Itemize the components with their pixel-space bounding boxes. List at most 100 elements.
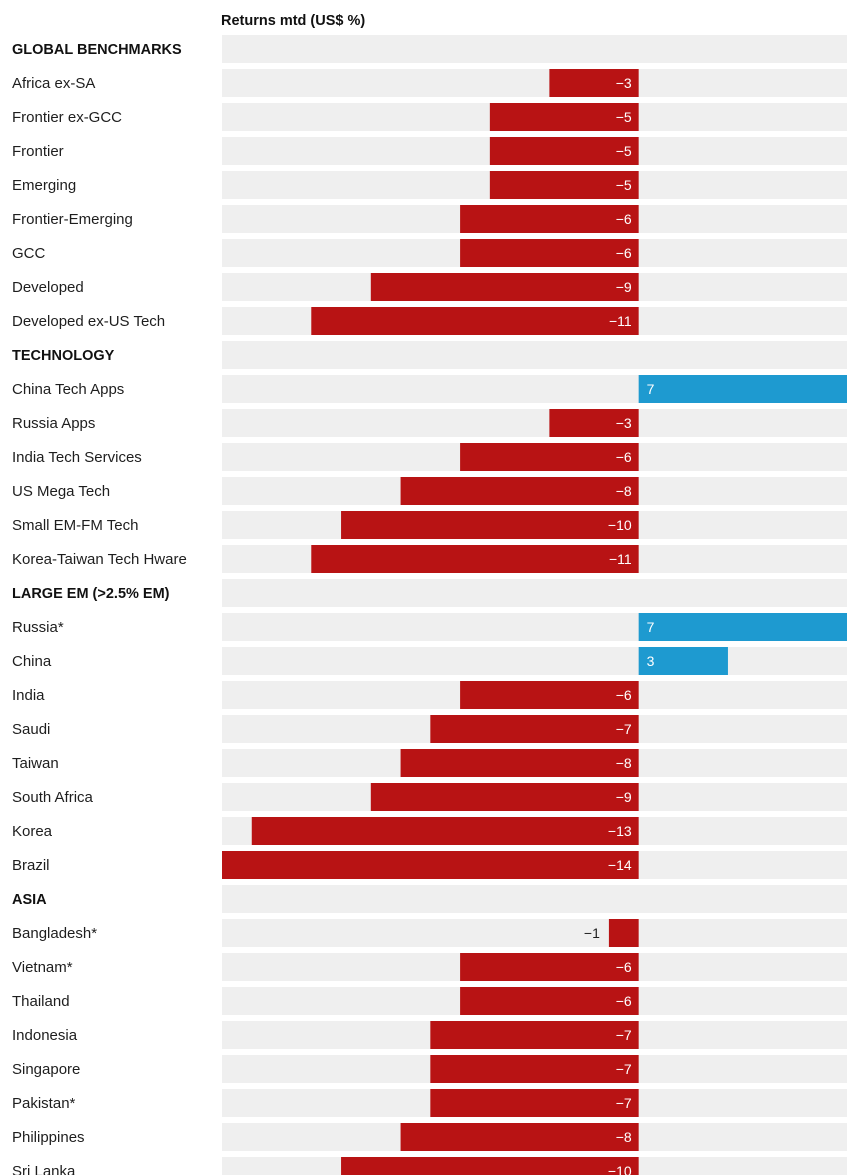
bar (341, 511, 639, 539)
bar-row-russia: Russia* 7 (12, 613, 847, 641)
chart-title: Returns mtd (US$ %) (221, 13, 365, 29)
bar-row-africa-ex-sa: Africa ex-SA −3 (12, 69, 847, 97)
value-label: −10 (608, 517, 632, 533)
value-label: −8 (616, 483, 632, 499)
value-label: −9 (616, 279, 632, 295)
category-label: Russia Apps (12, 415, 95, 432)
bar-row-singapore: Singapore −7 (12, 1055, 847, 1083)
bar-row-philippines: Philippines −8 (12, 1123, 847, 1151)
section-heading: ASIA (12, 892, 47, 908)
category-label: India (12, 687, 45, 704)
category-label: Emerging (12, 177, 76, 194)
category-label: Russia* (12, 619, 64, 636)
bar-row-korea-taiwan-tech-hware: Korea-Taiwan Tech Hware −11 (12, 545, 847, 573)
section-heading: GLOBAL BENCHMARKS (12, 42, 182, 58)
bar-row-gcc: GCC −6 (12, 239, 847, 267)
category-label: US Mega Tech (12, 483, 110, 500)
value-label: −11 (609, 551, 632, 567)
value-label: −6 (616, 245, 632, 261)
category-label: Saudi (12, 721, 50, 738)
category-label: Frontier (12, 143, 64, 160)
value-label: −5 (616, 109, 632, 125)
bar (460, 953, 639, 981)
value-label: −6 (616, 993, 632, 1009)
bar-row-indonesia: Indonesia −7 (12, 1021, 847, 1049)
bar-row-vietnam: Vietnam* −6 (12, 953, 847, 981)
bar-row-emerging: Emerging −5 (12, 171, 847, 199)
category-label: Indonesia (12, 1027, 78, 1044)
bar (430, 715, 639, 743)
bar (638, 613, 847, 641)
chart-rows: GLOBAL BENCHMARKS Africa ex-SA −3 Frontier … (12, 35, 847, 1175)
value-label: −14 (608, 857, 632, 873)
bar-row-south-africa: South Africa −9 (12, 783, 847, 811)
value-label: 7 (647, 619, 655, 635)
category-label: Pakistan* (12, 1095, 76, 1112)
value-label: −11 (609, 313, 632, 329)
bar (460, 443, 639, 471)
bar-row-thailand: Thailand −6 (12, 987, 847, 1015)
bar (460, 239, 639, 267)
bar-row-china: China 3 (12, 647, 847, 675)
row-background (222, 919, 847, 947)
bar-row-china-tech-apps: China Tech Apps 7 (12, 375, 847, 403)
row-background (222, 341, 847, 369)
bar (311, 307, 639, 335)
category-label: Vietnam* (12, 959, 73, 976)
value-label: −5 (616, 143, 632, 159)
value-label: −1 (584, 925, 600, 941)
bar (460, 681, 639, 709)
bar-row-taiwan: Taiwan −8 (12, 749, 847, 777)
category-label: Korea (12, 823, 53, 840)
row-background (222, 647, 847, 675)
bar-row-saudi: Saudi −7 (12, 715, 847, 743)
bar (489, 171, 639, 199)
value-label: −9 (616, 789, 632, 805)
category-label: Philippines (12, 1129, 85, 1146)
bar-row-frontier-emerging: Frontier-Emerging −6 (12, 205, 847, 233)
category-label: Korea-Taiwan Tech Hware (12, 551, 187, 568)
bar (430, 1089, 639, 1117)
category-label: Small EM-FM Tech (12, 517, 138, 534)
bar (489, 137, 639, 165)
bar-row-frontier-ex-gcc: Frontier ex-GCC −5 (12, 103, 847, 131)
bar (370, 273, 639, 301)
value-label: −8 (616, 1129, 632, 1145)
bar (638, 647, 728, 675)
bar-row-developed-ex-us-tech: Developed ex-US Tech −11 (12, 307, 847, 335)
bar-row-korea: Korea −13 (12, 817, 847, 845)
value-label: −7 (616, 1061, 632, 1077)
section-technology: TECHNOLOGY (12, 341, 847, 369)
bar-row-small-em-fm-tech: Small EM-FM Tech −10 (12, 511, 847, 539)
bar (400, 1123, 639, 1151)
category-label: South Africa (12, 789, 94, 806)
category-label: Brazil (12, 857, 50, 874)
value-label: −6 (616, 687, 632, 703)
row-background (222, 35, 847, 63)
bar (311, 545, 639, 573)
section-large-em-2-5-em: LARGE EM (>2.5% EM) (12, 579, 847, 607)
value-label: −8 (616, 755, 632, 771)
value-label: −3 (616, 75, 632, 91)
row-background (222, 885, 847, 913)
bar-row-frontier: Frontier −5 (12, 137, 847, 165)
category-label: Frontier-Emerging (12, 211, 133, 228)
row-background (222, 69, 847, 97)
category-label: China Tech Apps (12, 381, 124, 398)
category-label: Singapore (12, 1061, 80, 1078)
bar (638, 375, 847, 403)
value-label: 7 (647, 381, 655, 397)
bar (222, 851, 639, 879)
category-label: Sri Lanka (12, 1163, 76, 1175)
value-label: −13 (608, 823, 632, 839)
category-label: Developed (12, 279, 84, 296)
bar (430, 1055, 639, 1083)
value-label: −6 (616, 449, 632, 465)
category-label: Bangladesh* (12, 925, 97, 942)
category-label: India Tech Services (12, 449, 142, 466)
section-heading: LARGE EM (>2.5% EM) (12, 586, 170, 602)
bar-row-brazil: Brazil −14 (12, 851, 847, 879)
value-label: −7 (616, 1095, 632, 1111)
bar-row-bangladesh: Bangladesh* −1 (12, 919, 847, 947)
